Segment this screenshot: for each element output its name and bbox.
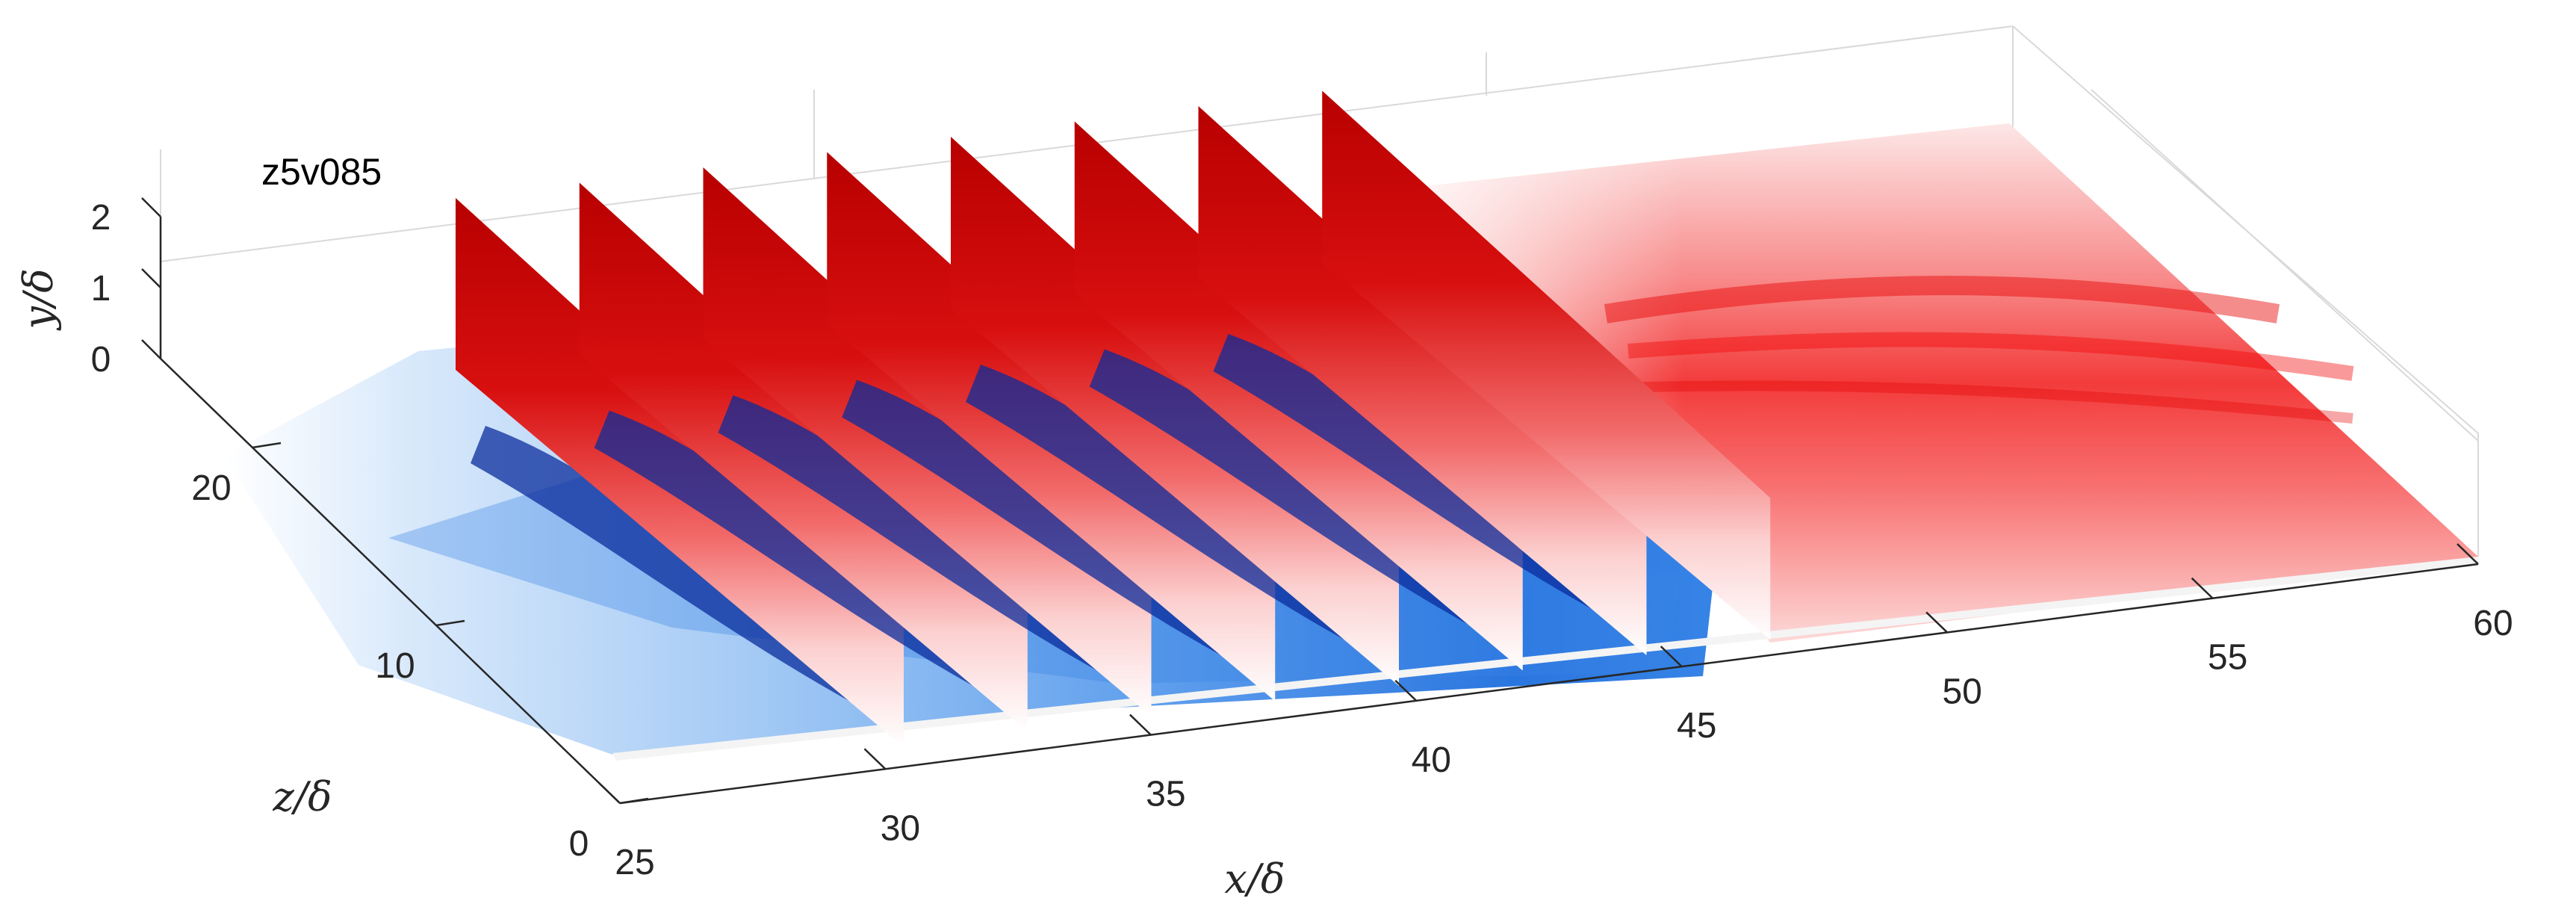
z-tick-mark <box>435 619 465 627</box>
vortex-structure <box>718 395 1099 672</box>
vortex-structure <box>471 426 851 702</box>
x-tick-mark <box>1394 679 1418 702</box>
x-tick-mark <box>863 748 887 770</box>
slice-plane <box>1322 90 1771 640</box>
x-tick-label: 55 <box>2208 638 2247 678</box>
z-tick-label: 0 <box>569 824 589 864</box>
x-tick-label: 25 <box>615 843 654 882</box>
y-tick-label: 1 <box>91 269 111 309</box>
x-tick-label: 45 <box>1677 706 1716 746</box>
vortex-structure <box>1089 349 1471 626</box>
x-tick-mark <box>1660 646 1683 668</box>
x-tick-mark <box>2456 543 2479 565</box>
x-tick-mark <box>1129 714 1152 736</box>
slice-plane <box>1198 106 1647 655</box>
x-tick-label: 40 <box>1412 740 1451 780</box>
z-tick-label: 20 <box>191 468 231 508</box>
z-axis-label: z/δ <box>272 773 332 820</box>
x-axis-ticks: 25 30 35 40 45 50 55 60 <box>598 543 2513 882</box>
z-tick-mark <box>252 442 282 449</box>
vortex-structure <box>842 380 1223 657</box>
x-tick-label: 35 <box>1146 775 1185 814</box>
y-tick-label: 2 <box>91 198 111 238</box>
y-tick-mark <box>141 197 161 217</box>
vortex-structure <box>966 365 1347 641</box>
chart-title: z5v085 <box>261 151 382 193</box>
z-tick-label: 10 <box>375 646 415 686</box>
y-axis-label: y/δ <box>15 268 62 330</box>
x-axis-label: x/δ <box>1224 855 1285 903</box>
z-tick-mark <box>619 797 649 805</box>
x-tick-mark <box>1925 611 1949 634</box>
x-tick-label: 60 <box>2473 604 2513 643</box>
y-tick-mark <box>141 268 161 288</box>
y-tick-mark <box>141 339 161 359</box>
vortex-structure <box>594 410 975 687</box>
x-tick-mark <box>598 782 621 804</box>
z-axis-ticks: 0 10 20 <box>191 442 649 864</box>
x-tick-mark <box>2191 577 2214 599</box>
slice-planes <box>456 90 1771 747</box>
x-tick-label: 50 <box>1942 672 1981 711</box>
vortex-structure <box>1213 334 1595 610</box>
x-tick-label: 30 <box>881 808 920 848</box>
y-axis-ticks: 0 1 2 <box>91 197 161 380</box>
y-tick-label: 0 <box>91 340 111 380</box>
floor-front-edge <box>612 557 2478 761</box>
